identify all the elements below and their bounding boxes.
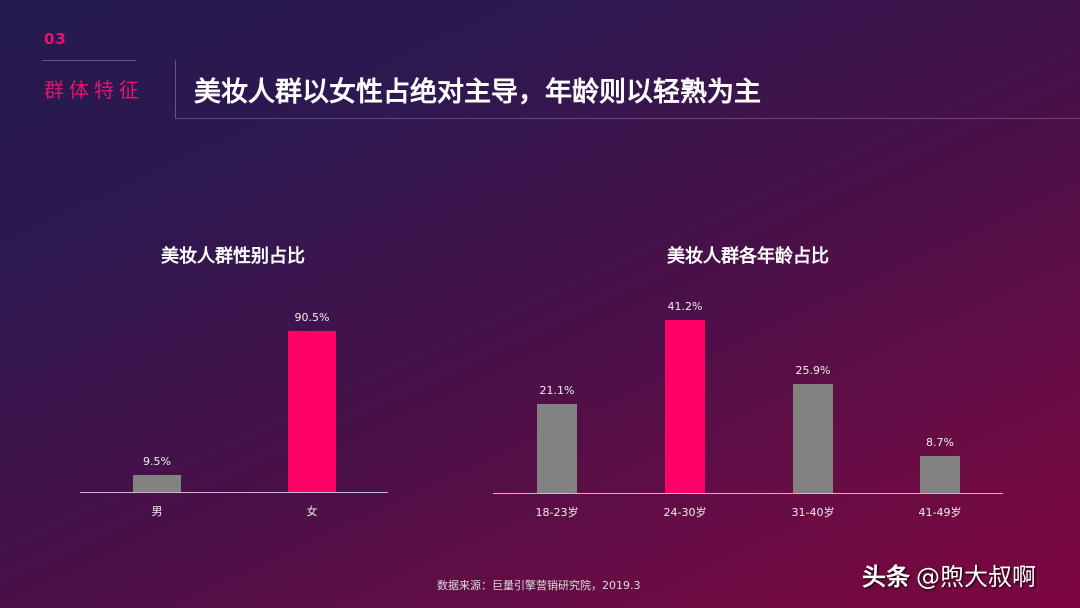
age-category-label: 31-40岁: [791, 506, 835, 519]
page-title: 美妆人群以女性占绝对主导，年龄则以轻熟为主: [194, 77, 761, 108]
gender-category-label: 男: [151, 505, 163, 518]
age-value-label: 21.1%: [539, 384, 575, 397]
gender-chart-title: 美妆人群性别占比: [161, 246, 305, 267]
gender-bar: [288, 331, 336, 492]
gender-chart: 9.5% 男 90.5% 女: [80, 292, 388, 518]
gender-category-label: 女: [306, 505, 318, 518]
section-divider: [42, 60, 136, 61]
age-bar: [537, 404, 577, 493]
age-category-label: 41-49岁: [918, 506, 962, 519]
age-value-label: 25.9%: [795, 364, 831, 377]
watermark: 头条 @煦大叔啊: [862, 557, 1036, 592]
title-divider-horizontal: [175, 118, 1080, 119]
age-chart-axis: [493, 493, 1003, 494]
section-name: 群体特征: [44, 78, 144, 102]
age-category-label: 18-23岁: [535, 506, 579, 519]
age-value-label: 41.2%: [667, 300, 703, 313]
title-divider-vertical: [175, 60, 176, 118]
age-chart-title: 美妆人群各年龄占比: [667, 246, 829, 267]
age-chart: 21.1% 18-23岁 41.2% 24-30岁 25.9% 31-40岁 8.7% 41-…: [493, 292, 1003, 519]
age-bar: [665, 320, 705, 493]
gender-value-label: 9.5%: [143, 455, 171, 468]
data-source-note: 数据来源：巨量引擎营销研究院，2019.3: [437, 579, 641, 592]
watermark-brand: 头条: [862, 563, 910, 591]
watermark-handle: @煦大叔啊: [916, 563, 1036, 591]
age-value-label: 8.7%: [926, 436, 954, 449]
gender-bar: [133, 475, 181, 492]
age-bar: [793, 384, 833, 493]
age-bar: [920, 456, 960, 493]
gender-chart-axis: [80, 492, 388, 493]
age-category-label: 24-30岁: [663, 506, 707, 519]
gender-value-label: 90.5%: [294, 311, 330, 324]
section-number: 03: [44, 30, 67, 48]
